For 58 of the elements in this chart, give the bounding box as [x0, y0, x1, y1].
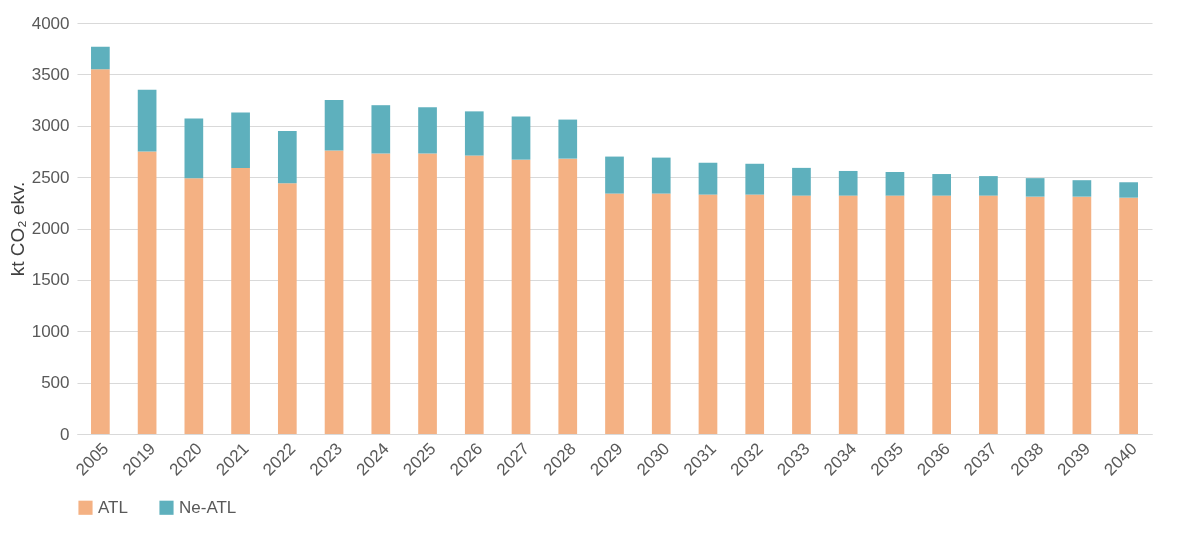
legend-label: Ne-ATL	[179, 497, 237, 517]
y-tick-label: 1000	[31, 321, 70, 341]
bar	[698, 162, 718, 195]
y-axis-title: kt CO₂ ekv.	[6, 181, 28, 277]
bar	[277, 130, 297, 184]
bar	[231, 167, 250, 434]
bar	[277, 183, 297, 434]
y-tick-label: 2500	[31, 167, 70, 187]
bar	[745, 163, 765, 195]
bar	[91, 46, 110, 70]
bar	[1072, 180, 1092, 197]
bar	[605, 156, 624, 194]
bar	[324, 150, 344, 434]
bar	[792, 195, 811, 434]
y-tick-label: 0	[60, 424, 70, 444]
bar	[231, 112, 250, 168]
bar	[464, 155, 484, 434]
y-tick-label: 3500	[31, 64, 70, 84]
legend-label: ATL	[98, 497, 128, 517]
bar	[745, 194, 765, 434]
bar	[1025, 178, 1045, 197]
bar	[651, 193, 671, 434]
bar	[324, 100, 344, 151]
bar	[137, 151, 157, 434]
bar	[885, 171, 905, 196]
bar	[371, 153, 391, 434]
bar	[511, 116, 531, 160]
bar	[1025, 196, 1045, 434]
bar	[137, 89, 157, 152]
bar	[792, 167, 811, 196]
bar	[558, 158, 578, 434]
bar	[979, 176, 998, 196]
bar	[1072, 196, 1092, 434]
bar	[464, 111, 484, 156]
bar	[91, 69, 110, 434]
bar	[932, 174, 952, 196]
bar	[838, 170, 858, 196]
y-tick-label: 2000	[31, 219, 70, 238]
bar	[371, 105, 391, 154]
bar	[932, 195, 952, 434]
bar	[418, 107, 437, 154]
bar	[838, 195, 858, 434]
bar	[1119, 197, 1138, 434]
y-tick-label: 4000	[31, 13, 70, 33]
bar	[1119, 182, 1138, 198]
bar	[418, 153, 437, 434]
bar	[184, 118, 204, 179]
bar	[979, 195, 998, 434]
bar	[184, 178, 204, 434]
y-tick-label: 3000	[31, 116, 70, 136]
bar	[651, 157, 671, 194]
y-tick-label: 1500	[31, 270, 70, 290]
bar	[558, 119, 578, 159]
y-tick-label: 500	[41, 373, 70, 393]
bar	[698, 194, 718, 434]
bar	[511, 159, 531, 434]
bar	[605, 193, 624, 434]
bar	[885, 195, 905, 434]
